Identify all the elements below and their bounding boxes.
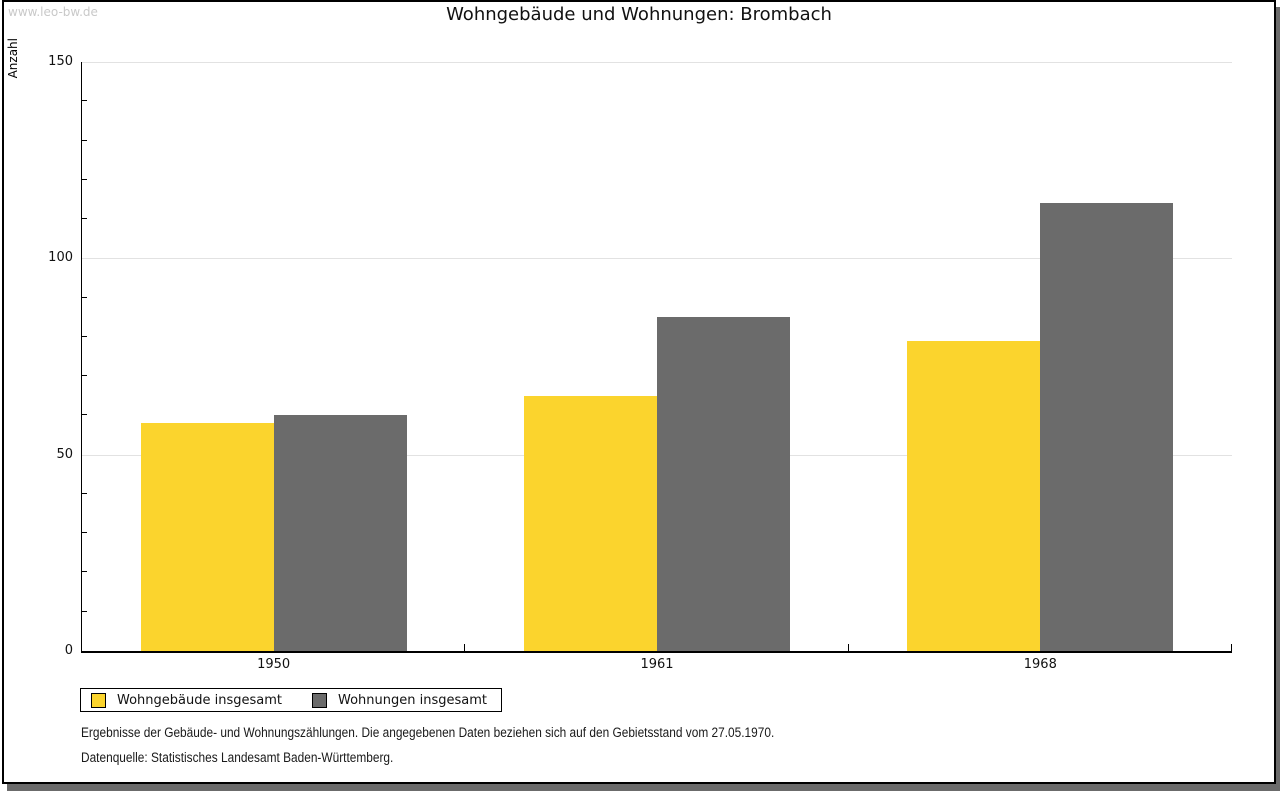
legend-swatch-wohngebaeude [91,692,106,708]
x-category-label: 1961 [640,657,674,672]
y-minor-tick [82,218,87,220]
y-minor-tick [82,571,87,573]
bar-wohngebaeude-1950 [140,423,274,651]
y-tick-label: 50 [56,446,73,462]
footnote-data-source: Datenquelle: Statistisches Landesamt Bad… [81,750,394,765]
y-minor-tick [82,532,87,534]
y-axis-title: Anzahl [6,38,20,79]
y-tick-label: 100 [48,250,73,266]
y-gridline [82,258,1232,260]
x-boundary-tick [464,644,466,651]
y-minor-tick [82,178,87,180]
bar-wohnungen-1968 [1040,203,1174,651]
y-gridline [82,62,1232,63]
y-minor-tick [82,296,87,298]
legend-swatch-wohnungen [312,692,327,708]
footnote-source-note: Ergebnisse der Gebäude- und Wohnungszähl… [81,725,775,740]
x-category-label: 1950 [257,657,291,672]
y-minor-tick [82,610,87,612]
y-minor-tick [82,139,87,141]
x-category-label: 1968 [1023,657,1057,672]
watermark-text: www.leo-bw.de [8,5,98,19]
legend-box: Wohngebäude insgesamt Wohnungen insgesam… [80,688,502,712]
y-minor-tick [82,492,87,494]
x-boundary-tick [847,644,849,651]
plot-area: 0 50 100 150 1950 1961 1968 [48,54,1232,672]
chart-title: Wohngebäude und Wohnungen: Brombach [446,4,832,25]
y-minor-tick [82,375,87,377]
y-minor-tick [82,414,87,416]
x-boundary-tick [1231,644,1232,651]
bar-wohnungen-1950 [273,415,407,651]
bar-wohngebaeude-1968 [907,340,1041,651]
y-minor-tick [82,100,87,102]
y-tick-label: 0 [64,643,73,658]
y-minor-tick [82,335,87,337]
y-tick-label: 150 [48,54,73,69]
bar-wohnungen-1961 [657,317,790,651]
legend-label-wohngebaeude: Wohngebäude insgesamt [117,692,282,708]
legend-label-wohnungen: Wohnungen insgesamt [338,692,487,708]
bar-wohngebaeude-1961 [524,395,657,651]
